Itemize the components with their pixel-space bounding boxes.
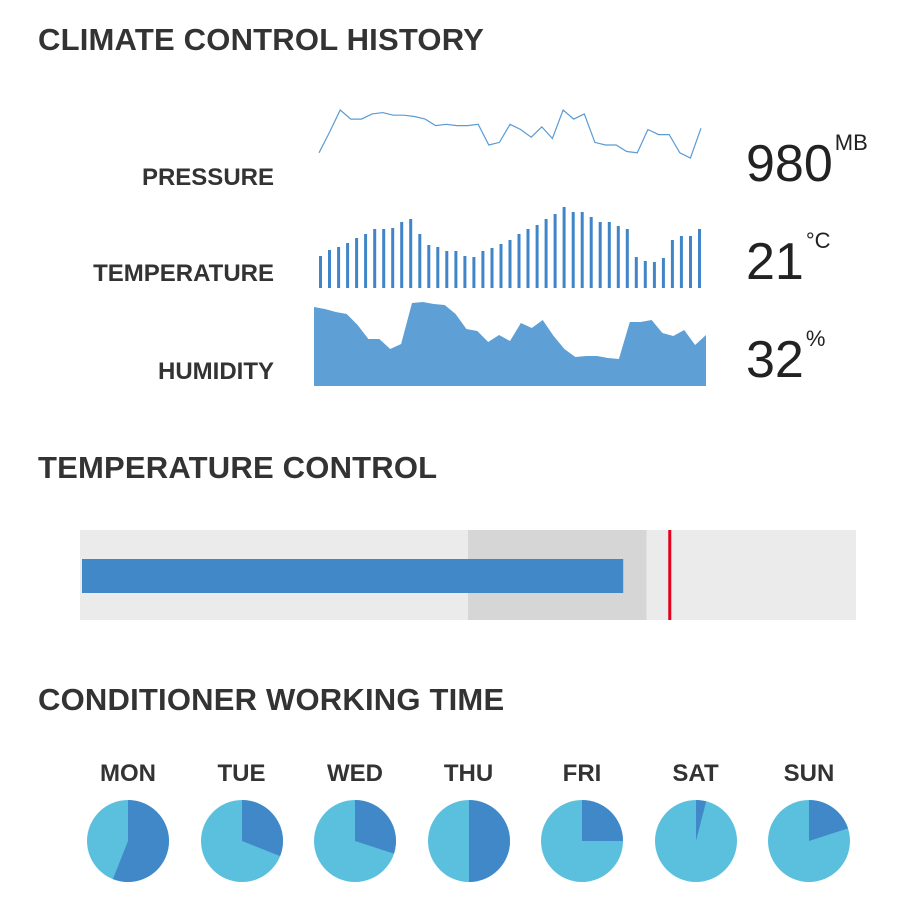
temperature-bar: [598, 222, 602, 288]
pressure-value: 980: [746, 135, 833, 193]
day-label-sat: SAT: [672, 760, 719, 787]
temperature-bar: [607, 222, 611, 288]
temperature-bar: [553, 214, 557, 288]
temperature-bar: [535, 225, 539, 288]
temperature-bar: [355, 238, 359, 288]
temperature-bar: [544, 219, 548, 288]
temperature-bar: [454, 251, 458, 288]
temperature-bar: [490, 248, 494, 288]
temperature-bar: [499, 244, 503, 288]
temperature-bar: [400, 222, 404, 288]
pressure-unit: MB: [834, 130, 868, 155]
temperature-unit: °C: [805, 228, 831, 253]
temperature-bar: [373, 229, 377, 288]
temperature-control-bullet: [80, 530, 856, 620]
temperature-bar: [409, 219, 413, 288]
temperature-bar: [319, 256, 322, 288]
temperature-bar: [445, 251, 449, 288]
humidity-value-display: 32%: [746, 326, 825, 390]
day-label-fri: FRI: [562, 760, 602, 787]
temperature-bar: [580, 212, 584, 288]
day-label-tue: TUE: [217, 760, 266, 787]
humidity-area: [314, 302, 706, 386]
temperature-label: TEMPERATURE: [93, 260, 274, 287]
temperature-bar: [698, 229, 701, 288]
day-label-sun: SUN: [783, 760, 835, 787]
temperature-bar: [670, 240, 674, 288]
humidity-label: HUMIDITY: [158, 358, 274, 385]
day-label-thu: THU: [443, 760, 494, 787]
day-pie-tue: [200, 800, 283, 882]
day-pie-mon: [87, 800, 170, 882]
temperature-bar: [436, 247, 440, 288]
pie-slice-working: [468, 800, 510, 882]
day-label-mon: MON: [100, 760, 156, 787]
temperature-bar: [508, 240, 512, 288]
bullet-value-bar: [82, 559, 624, 593]
temperature-bar: [337, 247, 341, 288]
pressure-sparkline: [318, 108, 702, 159]
temperature-bar: [643, 261, 647, 288]
temperature-bar: [517, 234, 521, 288]
bullet-target-marker: [668, 530, 672, 620]
temperature-bar: [652, 262, 656, 288]
day-pie-sun: [768, 800, 850, 882]
temperature-bar: [463, 256, 467, 288]
temperature-value-display: 21°C: [746, 228, 831, 292]
day-pie-sat: [654, 800, 737, 882]
temperature-bar: [346, 243, 350, 288]
pie-slice-working: [695, 800, 706, 841]
humidity-sparkline: [314, 302, 706, 386]
temperature-bar: [472, 257, 476, 288]
temperature-bar: [526, 229, 530, 288]
temperature-control-title: TEMPERATURE CONTROL: [38, 450, 438, 485]
pressure-label: PRESSURE: [141, 164, 274, 191]
day-pie-fri: [541, 800, 623, 882]
temperature-bar: [427, 245, 431, 288]
pie-slice-working: [241, 800, 283, 857]
humidity-value: 32: [746, 331, 804, 389]
temperature-bar: [562, 207, 566, 288]
pie-slice-working: [582, 800, 623, 841]
temperature-bar: [661, 258, 665, 288]
temperature-sparkline: [319, 207, 701, 288]
temperature-bar: [616, 226, 620, 288]
temperature-bar: [418, 234, 422, 288]
pie-slice-working: [809, 800, 848, 841]
temperature-bar: [679, 236, 683, 288]
pie-slice-working: [112, 800, 170, 882]
day-label-wed: WED: [327, 760, 383, 787]
temperature-bar: [481, 251, 485, 288]
humidity-unit: %: [805, 326, 826, 351]
temperature-bar: [625, 229, 629, 288]
pressure-value-display: 980MB: [746, 130, 868, 194]
day-pie-thu: [427, 800, 510, 882]
temperature-bar: [391, 228, 395, 288]
temperature-bar: [328, 250, 331, 288]
temperature-bar: [689, 236, 692, 288]
climate-history-title: CLIMATE CONTROL HISTORY: [38, 22, 485, 57]
temperature-bar: [634, 257, 638, 288]
day-pie-wed: [314, 800, 396, 882]
temperature-bar: [382, 229, 386, 288]
temperature-value: 21: [746, 233, 804, 291]
temperature-bar: [589, 217, 593, 288]
temperature-bar: [571, 212, 575, 288]
conditioner-working-title: CONDITIONER WORKING TIME: [38, 682, 505, 717]
pie-slice-working: [355, 800, 396, 854]
pressure-line: [318, 108, 702, 159]
temperature-bar: [364, 234, 368, 288]
